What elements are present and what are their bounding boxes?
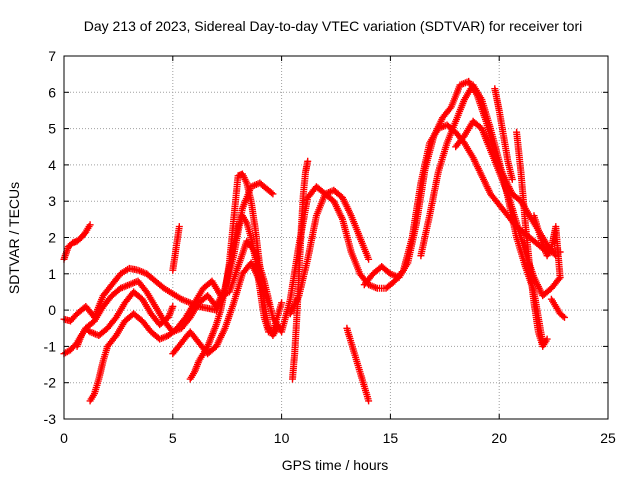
y-tick-label: 2 (48, 230, 56, 246)
x-tick-label: 15 (383, 430, 399, 446)
x-tick-label: 0 (60, 430, 68, 446)
y-axis-label: SDTVAR / TECUs (6, 182, 22, 294)
y-tick-label: -2 (44, 375, 57, 391)
data-series-layer (60, 77, 568, 405)
data-series-trace-3 (60, 179, 277, 358)
x-axis-label: GPS time / hours (282, 457, 389, 473)
y-tick-label: 5 (48, 121, 56, 137)
y-tick-label: 7 (48, 48, 56, 64)
data-markers (452, 117, 564, 300)
data-series-trace-8 (186, 212, 286, 383)
data-markers (286, 186, 373, 318)
data-markers (530, 212, 564, 281)
data-markers (186, 212, 286, 383)
data-series-trace-15 (491, 85, 516, 183)
data-series-trace-17 (530, 212, 564, 281)
data-series-trace-5 (73, 288, 177, 350)
axis-ticks (63, 55, 609, 420)
data-markers (547, 295, 568, 321)
data-series-trace-6 (169, 223, 183, 274)
y-tick-label: -3 (44, 411, 57, 427)
data-markers (86, 121, 564, 405)
data-markers (513, 128, 551, 350)
x-tick-label: 20 (491, 430, 507, 446)
data-markers (60, 221, 94, 263)
y-tick-label: 1 (48, 266, 56, 282)
y-tick-label: 6 (48, 84, 56, 100)
data-markers (491, 85, 516, 183)
data-series-trace-14 (452, 117, 564, 300)
y-tick-label: 4 (48, 157, 56, 173)
data-series-trace-11 (343, 324, 373, 405)
y-tick-label: -1 (44, 338, 57, 354)
y-tick-label: 0 (48, 302, 56, 318)
data-markers (169, 223, 183, 274)
data-series-trace-16 (513, 128, 551, 350)
data-markers (73, 288, 177, 350)
y-tick-label: 3 (48, 193, 56, 209)
tick-labels: 0 5 10 15 20 25 -3 -2 -1 0 1 2 3 4 5 6 7 (44, 48, 616, 446)
data-series-trace-10 (286, 186, 373, 318)
data-markers (60, 179, 277, 358)
x-tick-label: 10 (274, 430, 290, 446)
data-markers (343, 324, 373, 405)
data-series-trace-18 (547, 295, 568, 321)
data-series-trace-4 (86, 121, 564, 405)
data-series-trace-1 (60, 221, 94, 263)
chart-title: Day 213 of 2023, Sidereal Day-to-day VTE… (84, 18, 583, 34)
x-tick-label: 25 (600, 430, 616, 446)
x-tick-label: 5 (169, 430, 177, 446)
